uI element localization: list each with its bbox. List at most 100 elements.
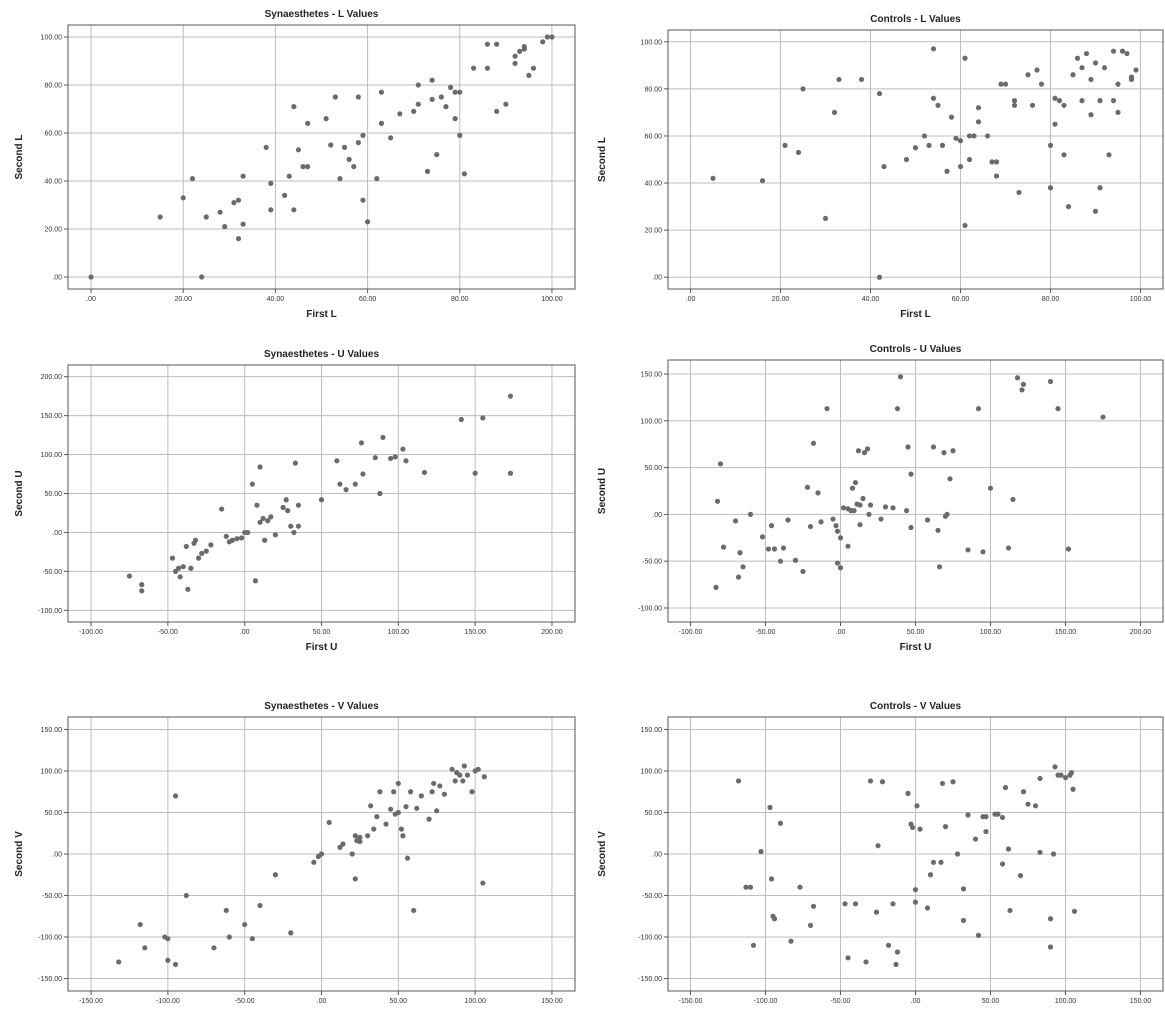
scatter-point (833, 523, 839, 529)
scatter-point (1052, 764, 1058, 770)
x-tick-label: 20.00 (772, 296, 790, 303)
x-tick-label: 80.00 (451, 296, 469, 303)
scatter-point (429, 96, 435, 102)
scatter-point (341, 144, 348, 150)
scatter-point (240, 221, 246, 227)
scatter-point (897, 374, 904, 380)
scatter-point (834, 528, 841, 534)
scatter-point (944, 511, 950, 517)
scatter-point (195, 555, 202, 561)
x-tick-label: 60.00 (359, 296, 377, 303)
scatter-point (1029, 102, 1036, 108)
scatter-point (408, 789, 414, 795)
y-axis-label: Second V (14, 831, 25, 877)
scatter-point (461, 171, 467, 177)
scatter-point (291, 104, 297, 110)
scatter-point (188, 565, 194, 571)
y-axis-label: Second U (14, 470, 25, 516)
scatter-point (857, 502, 863, 508)
y-tick-label: 80.00 (44, 83, 62, 90)
x-axis-label: First L (900, 309, 931, 320)
scatter-point (351, 164, 357, 170)
scatter-point (447, 84, 454, 90)
scatter-point (1068, 770, 1075, 776)
y-tick-label: .00 (52, 530, 62, 537)
scatter-point (1071, 908, 1078, 914)
x-tick-label: -100.00 (679, 629, 703, 636)
scatter-point (954, 851, 961, 857)
scatter-point (980, 549, 986, 555)
scatter-point (288, 930, 294, 936)
scatter-point (257, 902, 263, 909)
scatter-point (1020, 789, 1027, 795)
scatter-point (475, 766, 481, 772)
scatter-point (185, 586, 191, 592)
scatter-point (914, 803, 920, 809)
scatter-point (930, 444, 937, 450)
scatter-point (262, 537, 268, 543)
scatter-point (512, 53, 518, 59)
scatter-point (861, 450, 868, 456)
scatter-point (795, 149, 802, 156)
scatter-point (252, 578, 259, 584)
scatter-point (1005, 846, 1012, 852)
scatter-point (452, 116, 458, 122)
scatter-point (1065, 546, 1072, 552)
scatter-point (415, 101, 421, 107)
scatter-point (1061, 152, 1067, 158)
scatter-point (392, 454, 398, 460)
x-axis-label: First U (306, 642, 338, 653)
scatter-point (995, 811, 1001, 817)
scatter-point (484, 41, 491, 47)
scatter-point (137, 921, 143, 928)
scatter-point (1088, 76, 1094, 83)
scatter-point (1079, 65, 1085, 71)
scatter-point (939, 780, 946, 787)
scatter-point (391, 789, 397, 795)
scatter-point (507, 470, 514, 476)
scatter-point (349, 851, 355, 857)
scatter-point (311, 859, 317, 865)
y-tick-label: .00 (652, 275, 662, 282)
scatter-point (834, 560, 841, 566)
y-tick-label: -150.00 (638, 976, 662, 983)
scatter-point (1061, 102, 1067, 108)
y-tick-label: -50.00 (642, 893, 662, 900)
scatter-point (418, 793, 424, 799)
scatter-point (388, 806, 394, 812)
scatter-point (403, 458, 409, 464)
scatter-point (172, 793, 179, 799)
x-tick-label: 20.00 (174, 296, 192, 303)
scatter-point (235, 236, 242, 242)
scatter-point (989, 159, 995, 165)
scatter-point (876, 274, 883, 280)
scatter-point (208, 542, 214, 548)
scatter-point (1016, 189, 1022, 196)
scatter-point (431, 780, 437, 787)
scatter-point (815, 490, 821, 496)
scatter-point (291, 529, 297, 536)
y-tick-label: -100.00 (638, 935, 662, 942)
scatter-point (165, 936, 171, 942)
scatter-point (223, 907, 229, 914)
scatter-point (867, 502, 874, 508)
scatter-point (717, 461, 724, 467)
scatter-point (1020, 381, 1027, 387)
scatter-point (921, 133, 928, 139)
scatter-point (860, 495, 866, 502)
scatter-point (400, 446, 406, 452)
y-tick-label: -50.00 (42, 893, 62, 900)
scatter-point (807, 922, 814, 929)
scatter-point (1047, 185, 1054, 191)
scatter-point (947, 476, 953, 482)
x-tick-label: -50.00 (235, 998, 255, 1005)
scatter-point (927, 872, 934, 878)
x-tick-label: .00 (317, 998, 327, 1005)
scatter-point (908, 524, 914, 531)
scatter-point (852, 901, 859, 907)
y-axis-label: Second U (597, 468, 608, 514)
scatter-point (223, 533, 229, 539)
scatter-point (710, 175, 716, 181)
scatter-point (517, 48, 523, 55)
x-tick-label: 100.00 (1130, 296, 1152, 303)
